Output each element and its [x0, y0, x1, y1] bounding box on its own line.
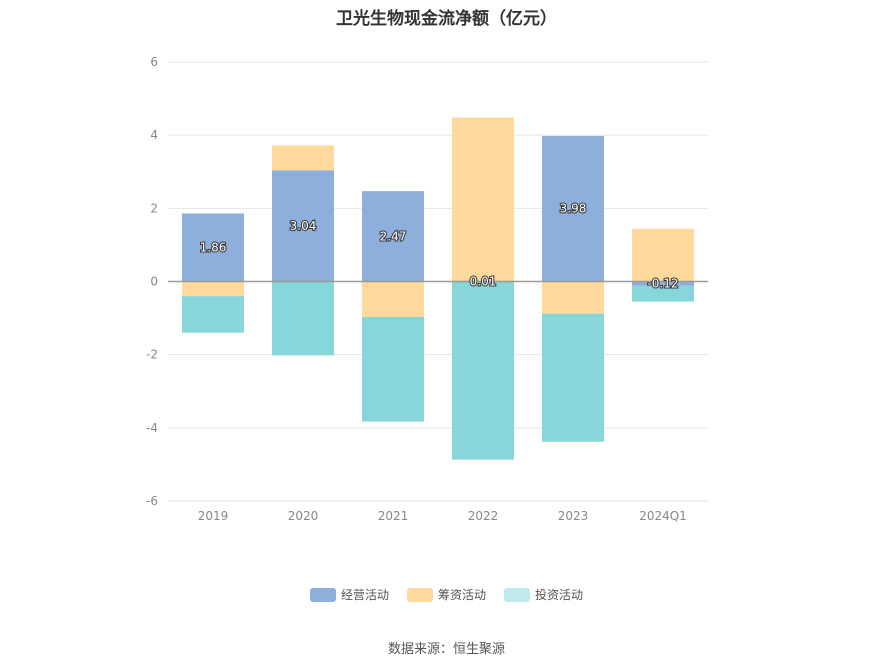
- x-tick-label: 2020: [288, 509, 319, 523]
- legend-item-operating[interactable]: 经营活动: [309, 586, 389, 603]
- y-tick-label: 2: [150, 201, 158, 215]
- bar-segment: [182, 296, 244, 333]
- data-label: 3.04: [290, 219, 317, 233]
- legend-swatch-financing: [406, 587, 433, 602]
- data-source: 数据来源：恒生聚源: [387, 642, 505, 657]
- legend-swatch-investing: [504, 587, 530, 602]
- legend-label-investing: 投资活动: [535, 588, 584, 602]
- y-tick-label: -4: [146, 421, 158, 435]
- bar-segment: [362, 281, 424, 317]
- legend-label-financing: 筹资活动: [437, 588, 486, 602]
- x-tick-label: 2019: [198, 509, 229, 523]
- x-tick-label: 2021: [378, 509, 409, 523]
- bar-segment: [182, 213, 244, 282]
- bar-segment: [272, 145, 334, 171]
- data-label: 2.47: [380, 229, 407, 243]
- x-tick-label: 2022: [468, 509, 499, 523]
- y-tick-label: -6: [146, 494, 158, 508]
- legend-item-financing[interactable]: 筹资活动: [406, 586, 486, 603]
- y-tick-label: -2: [146, 348, 158, 362]
- chart-title: 卫光生物现金流净额（亿元）: [336, 9, 557, 29]
- bar-segment: [182, 281, 244, 297]
- legend: 经营活动 筹资活动 投资活动: [0, 586, 893, 603]
- data-label: 1.86: [200, 240, 227, 254]
- bar-segment: [452, 281, 514, 460]
- bar-segment: [272, 281, 334, 356]
- bar-segment: [632, 285, 694, 302]
- legend-item-investing[interactable]: 投资活动: [504, 586, 583, 603]
- legend-label-operating: 经营活动: [340, 588, 389, 602]
- x-tick-label: 2024Q1: [639, 509, 687, 523]
- bar-segment: [542, 313, 604, 442]
- y-tick-label: 4: [150, 128, 158, 142]
- data-label: 0.01: [470, 274, 497, 288]
- bar-segment: [542, 135, 604, 282]
- bar-segment: [362, 191, 424, 282]
- x-tick-label: 2023: [558, 509, 589, 523]
- bar-segment: [632, 281, 694, 286]
- y-tick-label: 0: [150, 275, 158, 289]
- bar-segment: [542, 281, 604, 314]
- legend-swatch-operating: [309, 587, 336, 602]
- bar-segment: [632, 228, 694, 282]
- data-label: -0.12: [647, 277, 678, 291]
- data-label: 3.98: [560, 202, 587, 216]
- bar-segment: [452, 117, 514, 282]
- bar-segment: [362, 316, 424, 422]
- y-tick-label: 6: [150, 55, 158, 69]
- bar-segment: [272, 170, 334, 282]
